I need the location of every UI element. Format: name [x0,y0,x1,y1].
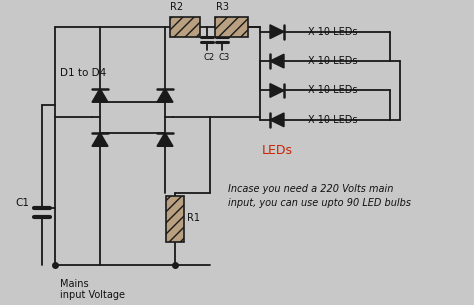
Text: C1: C1 [15,198,29,208]
Text: X 10 LEDs: X 10 LEDs [308,27,357,37]
Text: Mains
input Voltage: Mains input Voltage [60,278,125,300]
Polygon shape [157,133,173,146]
Polygon shape [92,133,108,146]
Polygon shape [270,84,284,97]
Text: X 10 LEDs: X 10 LEDs [308,56,357,66]
Polygon shape [157,88,173,102]
Text: C3: C3 [219,53,230,62]
Bar [170,17,200,37]
Polygon shape [270,25,284,38]
Text: X 10 LEDs: X 10 LEDs [308,115,357,125]
Polygon shape [270,54,284,68]
Text: Incase you need a 220 Volts main: Incase you need a 220 Volts main [228,184,393,194]
Text: R2: R2 [171,2,183,12]
Polygon shape [270,113,284,127]
Text: D1 to D4: D1 to D4 [60,68,106,78]
Text: R1: R1 [187,213,200,223]
Text: input, you can use upto 90 LED bulbs: input, you can use upto 90 LED bulbs [228,198,411,208]
Bar [215,17,248,37]
Text: R3: R3 [217,2,229,12]
Text: C2: C2 [204,53,215,62]
Text: LEDs: LEDs [262,144,293,157]
Polygon shape [92,88,108,102]
Text: X 10 LEDs: X 10 LEDs [308,85,357,95]
Bar [166,196,184,242]
